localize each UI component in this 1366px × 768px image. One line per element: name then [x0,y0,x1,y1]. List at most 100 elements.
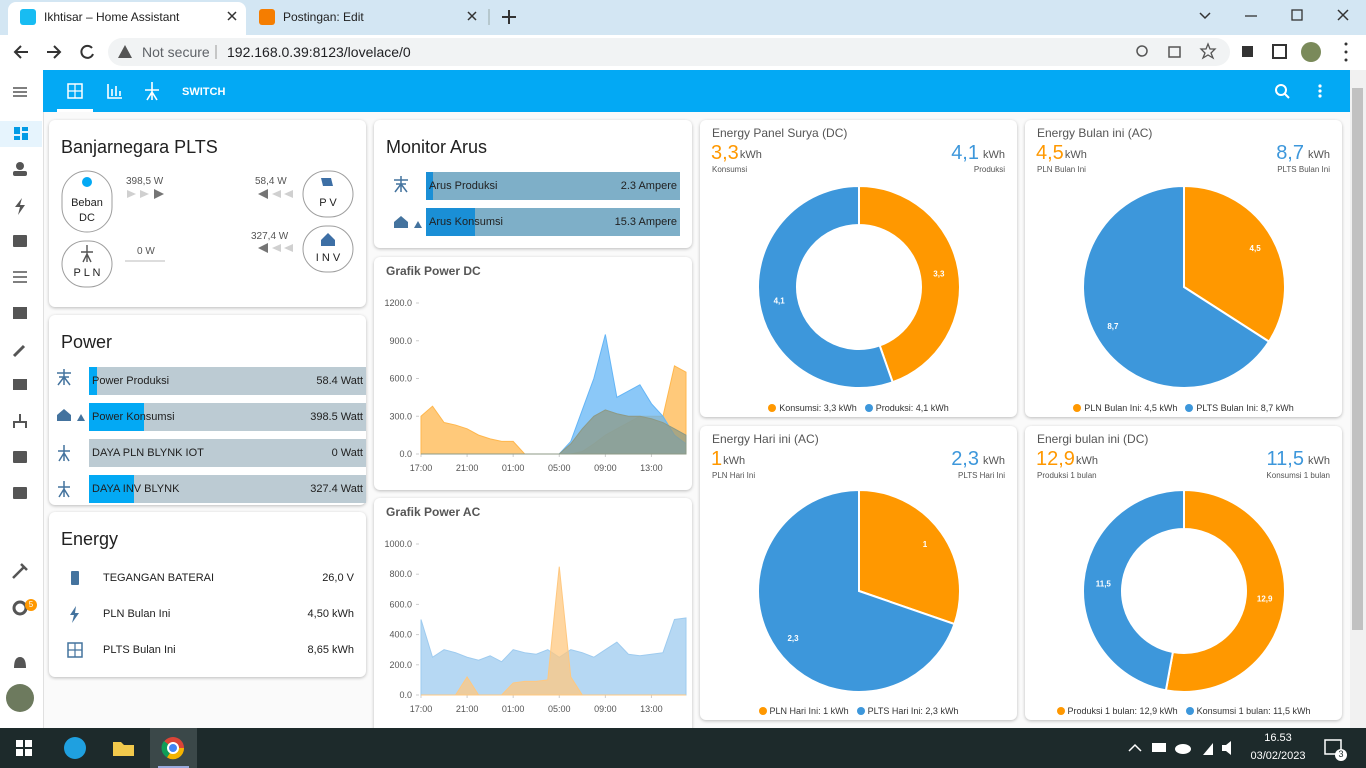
view-icon[interactable] [145,82,159,101]
view-tab[interactable]: SWITCH [182,86,226,98]
nav-icon[interactable] [14,657,26,668]
tab-search[interactable] [1199,12,1211,20]
restore[interactable] [1291,9,1303,21]
menu-dot[interactable] [1318,94,1322,98]
node-pv[interactable] [302,170,354,218]
node-label: DC [79,212,95,224]
node-icon [81,245,93,263]
nav-icon[interactable] [13,271,27,283]
tab-close[interactable] [227,11,237,21]
close-window[interactable] [1337,9,1349,21]
row-icon [68,643,82,657]
view-icon[interactable] [107,84,122,99]
tray-cloud[interactable] [1175,744,1191,754]
nav-icon [14,136,20,140]
x-tick-label: 05:00 [548,463,571,473]
nav-icon[interactable] [13,451,27,463]
node-label: Beban [71,197,103,209]
pie-chart: 12,9 11,5 [1082,488,1286,693]
notification-badge [1335,749,1347,761]
omnibox[interactable] [108,38,1230,66]
flow-value: 327,4 W [251,231,289,242]
legend-label: PLN Hari Ini: 1 kWh [769,706,849,716]
chart-title: Grafik Power DC [386,264,481,278]
edge[interactable] [64,737,86,759]
tray-volume[interactable] [1222,741,1231,755]
flow-arrow [272,244,293,252]
flow-value: 398,5 W [126,176,164,187]
url[interactable]: 192.168.0.39:8123/lovelace/0 [227,44,411,60]
x-tick-label: 17:00 [410,704,433,714]
start[interactable] [16,740,23,747]
flow-arrow [258,189,268,199]
row-value: 398.5 Watt [310,411,363,423]
menu-dot[interactable] [1344,58,1348,62]
tab-close[interactable] [467,11,477,21]
menu-dot[interactable] [1344,50,1348,54]
row-track [89,439,366,467]
menu-dot[interactable] [1318,84,1322,88]
nav-icon[interactable] [13,307,27,319]
nav-icon[interactable] [12,344,26,358]
reload[interactable] [80,44,94,59]
legend-item: Konsumsi 1 bulan: 11,5 kWh [1185,706,1310,716]
row-name: Power Konsumsi [92,411,175,423]
tab-title[interactable]: Postingan: Edit [283,10,364,24]
tab-active[interactable] [8,2,246,35]
scrollbar-thumb[interactable] [1352,88,1363,630]
node-load[interactable] [61,170,113,233]
notification-icon[interactable] [1324,739,1342,755]
nav-icon[interactable] [13,379,27,390]
card-title: Power [61,332,113,352]
menu-dot[interactable] [1318,89,1322,93]
nav-active[interactable] [0,121,42,147]
explorer[interactable] [113,742,134,756]
nav-icon[interactable] [16,162,24,170]
extensions[interactable] [1242,46,1253,57]
y-tick-label: 800.0 [389,569,412,579]
nav-icon[interactable] [13,235,27,247]
pie-chart: 4,5 8,7 [1082,184,1286,389]
nav-icon[interactable] [13,487,27,499]
clock-time[interactable]: 16.53 [1264,732,1292,744]
node-grid[interactable] [61,240,113,288]
share-icon[interactable] [1168,46,1181,58]
nav-icon[interactable] [12,600,28,616]
nav-icon[interactable] [13,414,27,428]
search-icon[interactable] [1275,84,1287,96]
card-title: Banjarnegara PLTS [61,137,218,157]
nav-icon[interactable] [13,171,27,176]
tray-wifi[interactable] [1203,743,1213,755]
node-inverter[interactable] [302,225,354,273]
x-tick-label: 09:00 [594,463,617,473]
row-name: Arus Produksi [429,180,498,192]
nav-icon[interactable] [12,563,28,579]
x-tick-label: 01:00 [502,704,525,714]
clock-date[interactable]: 03/02/2023 [1250,750,1306,762]
tray-battery[interactable] [1152,743,1166,752]
avatar[interactable] [6,684,34,712]
forward[interactable] [47,45,62,59]
back[interactable] [13,45,28,59]
tab-title[interactable]: Ikhtisar – Home Assistant [44,10,180,24]
zoom-icon[interactable] [1136,45,1148,57]
pie-chart: 12,3 [757,488,961,693]
x-tick-label: 01:00 [502,463,525,473]
menu-icon[interactable] [13,87,27,97]
node-label: P L N [73,267,101,279]
row-fill [426,172,434,200]
menu-dot[interactable] [1344,42,1348,46]
new-tab[interactable] [502,10,516,24]
row-value: 4,50 kWh [307,608,354,620]
side-panel[interactable] [1272,44,1287,59]
profile[interactable] [1301,42,1321,62]
tray-expand[interactable] [1128,743,1142,752]
stat-unit: kWh [1064,149,1087,161]
stat-value: 4,5 [1036,142,1064,164]
nav-icon[interactable] [15,198,25,215]
legend-swatch [768,404,777,412]
area-series [421,566,686,696]
legend-label: Produksi: 4,1 kWh [875,403,949,413]
bookmark[interactable] [1199,42,1217,60]
